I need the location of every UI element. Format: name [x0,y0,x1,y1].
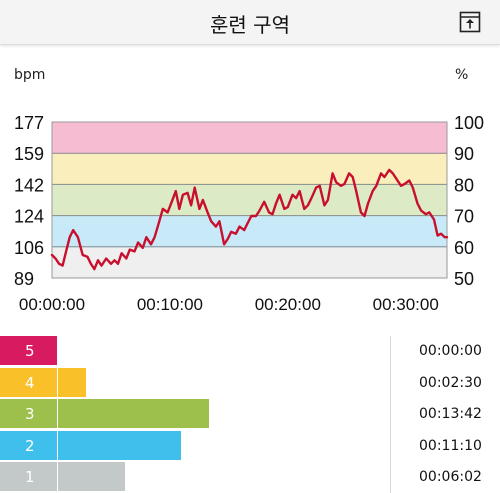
y-tick-label: 142 [14,175,44,195]
y-tick-label: 159 [14,144,44,164]
app-header: 훈련 구역 [0,0,500,45]
y2-tick-label: 70 [454,207,474,227]
y2-tick-label: 60 [454,238,474,258]
y2-tick-label: 100 [454,113,484,133]
zone-row-3: 3 00:13:42 [0,399,500,428]
x-tick-label: 00:10:00 [137,295,203,314]
export-icon [459,11,481,33]
zone-number: 5 [25,342,35,360]
export-button[interactable] [459,11,481,33]
y-tick-label: 106 [14,238,44,258]
y2-tick-label: 80 [454,175,474,195]
zone-time: 00:06:02 [419,469,482,485]
zone-row-5: 5 00:00:00 [0,336,500,365]
zone-time: 00:00:00 [419,343,482,359]
x-tick-label: 00:00:00 [19,295,85,314]
zone-row-2: 2 00:11:10 [0,430,500,460]
zone-number: 3 [25,405,35,423]
zone-number: 2 [25,436,35,455]
y-tick-label: 124 [14,207,44,227]
zone-bar-fill-3 [58,399,210,428]
y-tick-label: 89 [14,269,34,289]
zone-time: 00:11:10 [419,437,482,454]
right-unit-label: % [455,67,469,83]
zone-summary-separator [390,336,391,493]
zone-bar-5 [0,336,58,365]
zone-bar-fill-4 [58,367,86,397]
zone-row-1: 1 00:06:02 [0,462,500,491]
zone-bar-2 [0,430,58,460]
zone-bar-fill-1 [58,462,125,491]
zone-number: 1 [25,468,35,486]
x-tick-label: 00:30:00 [373,295,439,314]
zone-time: 00:02:30 [419,374,482,391]
zone-band-4 [52,153,447,185]
zone-time: 00:13:42 [419,406,482,422]
zone-row-4: 4 00:02:30 [0,367,500,397]
page-title: 훈련 구역 [210,13,290,37]
x-tick-label: 00:20:00 [255,295,321,314]
zone-bar-3 [0,399,58,428]
left-unit-label: bpm [14,67,46,83]
y2-tick-label: 50 [454,269,474,289]
zone-band-5 [52,122,447,154]
plot-frame [51,121,448,279]
zone-band-3 [52,184,447,216]
heart-rate-chart: 177 100 159 90 142 80 124 70 106 60 89 50 00:00:00 00… [14,113,484,314]
zone-bar-4 [0,367,58,397]
zone-bar-1 [0,462,58,491]
zone-number: 4 [25,373,35,392]
y2-tick-label: 90 [454,144,474,164]
heart-rate-line [50,168,449,271]
y-tick-label: 177 [14,113,44,133]
zone-bar-fill-2 [58,430,182,460]
